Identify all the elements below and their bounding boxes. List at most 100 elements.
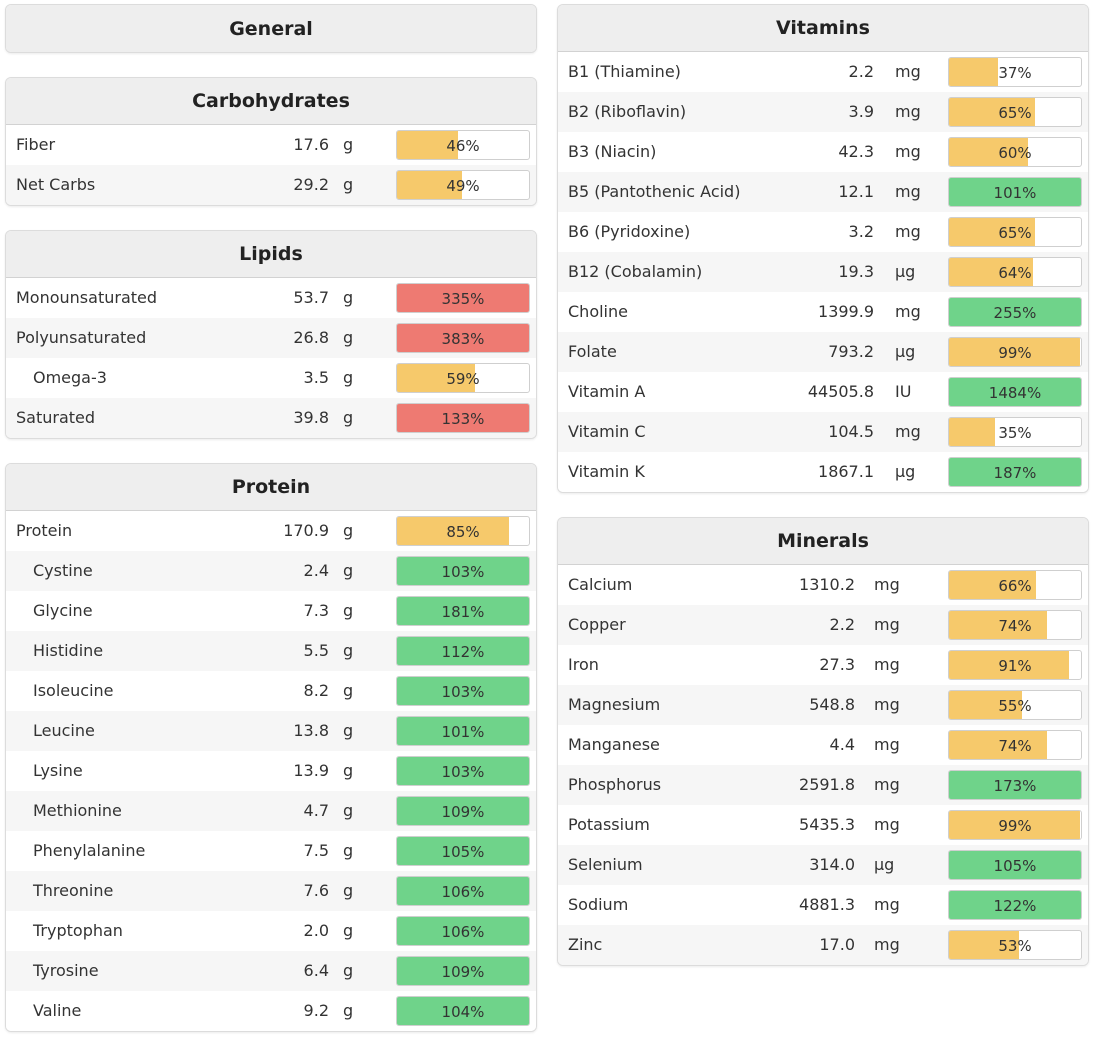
percent-label: 99%: [998, 817, 1032, 835]
nutrient-amount: 7.5: [303, 841, 329, 860]
percent-bar: 65%: [948, 97, 1082, 127]
percent-bar: 112%: [396, 636, 530, 666]
percent-bar: 49%: [396, 170, 530, 200]
nutrient-name: Cystine: [33, 561, 93, 580]
nutrient-amount: 170.9: [283, 521, 329, 540]
nutrient-amount: 2591.8: [799, 775, 855, 794]
nutrient-amount: 42.3: [838, 142, 874, 161]
nutrient-name: Selenium: [568, 855, 643, 874]
percent-bar-fill: [397, 957, 529, 985]
nutrient-amount: 7.3: [303, 601, 329, 620]
percent-bar: 64%: [948, 257, 1082, 287]
nutrient-amount: 8.2: [303, 681, 329, 700]
nutrient-amount: 27.3: [819, 655, 855, 674]
nutrient-name: Omega-3: [33, 368, 107, 387]
percent-bar: 46%: [396, 130, 530, 160]
nutrient-unit: µg: [895, 462, 916, 481]
percent-label: 101%: [993, 184, 1037, 202]
nutrient-name: Protein: [16, 521, 73, 540]
percent-label: 173%: [993, 777, 1037, 795]
percent-label: 66%: [998, 577, 1032, 595]
percent-bar: 101%: [396, 716, 530, 746]
nutrient-unit: g: [343, 881, 354, 900]
nutrient-amount: 17.0: [819, 935, 855, 954]
nutrient-name: Methionine: [33, 801, 122, 820]
nutrient-amount: 1867.1: [818, 462, 874, 481]
nutrient-row: Tryptophan 2.0 g 106%: [6, 911, 536, 951]
nutrient-unit: mg: [874, 895, 900, 914]
percent-label: 64%: [998, 264, 1032, 282]
percent-label: 104%: [441, 1003, 485, 1021]
nutrient-amount: 4.7: [303, 801, 329, 820]
nutrient-unit: IU: [895, 382, 912, 401]
nutrient-amount: 2.2: [829, 615, 855, 634]
percent-bar: 59%: [396, 363, 530, 393]
nutrient-row: Tyrosine 6.4 g 109%: [6, 951, 536, 991]
percent-bar-fill: [397, 717, 529, 745]
percent-label: 109%: [441, 803, 485, 821]
nutrient-row: Magnesium 548.8 mg 55%: [558, 685, 1088, 725]
percent-bar: 106%: [396, 916, 530, 946]
percent-bar: 60%: [948, 137, 1082, 167]
carbohydrates-panel: Carbohydrates Fiber 17.6 g 46% Net Carbs 29.2…: [5, 77, 537, 206]
nutrient-amount: 793.2: [828, 342, 874, 361]
percent-bar: 74%: [948, 610, 1082, 640]
nutrient-amount: 9.2: [303, 1001, 329, 1020]
carbohydrates-rows: Fiber 17.6 g 46% Net Carbs 29.2 g 49%: [6, 125, 536, 205]
percent-bar-fill: [949, 691, 1022, 719]
nutrient-unit: mg: [874, 615, 900, 634]
nutrient-amount: 104.5: [828, 422, 874, 441]
percent-bar-fill: [949, 731, 1047, 759]
nutrient-name: Histidine: [33, 641, 104, 660]
nutrient-unit: g: [343, 921, 354, 940]
percent-bar-fill: [949, 771, 1081, 799]
percent-label: 91%: [998, 657, 1032, 675]
nutrient-row: B3 (Niacin) 42.3 mg 60%: [558, 132, 1088, 172]
nutrient-amount: 7.6: [303, 881, 329, 900]
nutrient-row: B6 (Pyridoxine) 3.2 mg 65%: [558, 212, 1088, 252]
nutrient-amount: 6.4: [303, 961, 329, 980]
nutrient-unit: g: [343, 761, 354, 780]
percent-bar-fill: [949, 458, 1081, 486]
percent-label: 335%: [441, 290, 485, 308]
percent-bar-fill: [949, 378, 1081, 406]
percent-bar: 255%: [948, 297, 1082, 327]
percent-bar: 383%: [396, 323, 530, 353]
nutrient-unit: µg: [895, 342, 916, 361]
nutrient-name: Calcium: [568, 575, 633, 594]
percent-label: 46%: [446, 137, 480, 155]
percent-bar-fill: [949, 611, 1047, 639]
percent-bar-fill: [949, 58, 998, 86]
nutrient-unit: mg: [895, 142, 921, 161]
percent-bar: 35%: [948, 417, 1082, 447]
percent-label: 112%: [441, 643, 485, 661]
percent-label: 109%: [441, 963, 485, 981]
nutrient-unit: g: [343, 841, 354, 860]
percent-bar-fill: [397, 917, 529, 945]
percent-bar: 105%: [948, 850, 1082, 880]
percent-label: 85%: [446, 523, 480, 541]
nutrient-row: B1 (Thiamine) 2.2 mg 37%: [558, 52, 1088, 92]
nutrient-unit: mg: [874, 735, 900, 754]
nutrient-unit: g: [343, 961, 354, 980]
nutrient-name: Monounsaturated: [16, 288, 158, 307]
nutrient-name: Tyrosine: [33, 961, 99, 980]
nutrient-row: Phosphorus 2591.8 mg 173%: [558, 765, 1088, 805]
nutrient-row: B12 (Cobalamin) 19.3 µg 64%: [558, 252, 1088, 292]
nutrient-name: Phenylalanine: [33, 841, 146, 860]
nutrient-name: Magnesium: [568, 695, 661, 714]
nutrient-row: Folate 793.2 µg 99%: [558, 332, 1088, 372]
lipids-header: Lipids: [6, 231, 536, 278]
percent-bar: 181%: [396, 596, 530, 626]
percent-bar-fill: [949, 851, 1081, 879]
nutrient-name: Copper: [568, 615, 626, 634]
percent-bar-fill: [949, 891, 1081, 919]
nutrient-unit: mg: [874, 935, 900, 954]
nutrient-unit: mg: [895, 422, 921, 441]
nutrient-row: Leucine 13.8 g 101%: [6, 711, 536, 751]
percent-bar-fill: [397, 997, 529, 1025]
general-header: General: [6, 5, 536, 52]
percent-bar: 104%: [396, 996, 530, 1026]
nutrient-amount: 5.5: [303, 641, 329, 660]
nutrient-unit: mg: [874, 575, 900, 594]
